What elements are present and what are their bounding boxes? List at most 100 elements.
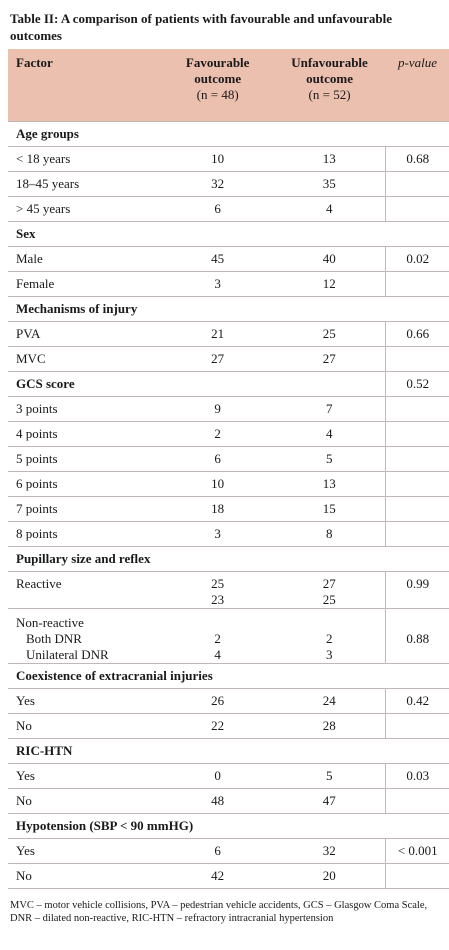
- row-fav: 6: [162, 446, 274, 472]
- row-label: 4 points: [8, 421, 163, 447]
- row-unfav: 13: [273, 471, 386, 497]
- table-row: > 45 years 6 4: [8, 196, 449, 222]
- row-fav-value: 25: [211, 576, 225, 591]
- row-unfav-value: 27: [322, 576, 336, 591]
- header-fav-line2: outcome: [194, 71, 242, 86]
- table-row: MVC 27 27: [8, 346, 449, 372]
- table-row: 8 points 3 8: [8, 521, 449, 547]
- row-label: Yes: [8, 838, 163, 864]
- row-fav: 32: [162, 171, 274, 197]
- header-pvalue: p-value: [385, 49, 449, 122]
- row-fav: 0: [162, 763, 274, 789]
- row-p-value: 0.88: [406, 631, 430, 646]
- row-p: 0.52: [385, 371, 449, 397]
- row-fav: 10: [162, 146, 274, 172]
- row-p: [385, 496, 449, 522]
- row-unfav: 15: [273, 496, 386, 522]
- table-body: Age groups < 18 years 10 13 0.68 18–45 y…: [8, 121, 449, 889]
- row-unfav: 8: [273, 521, 386, 547]
- row-fav-value: 23: [211, 592, 225, 607]
- row-p: [385, 421, 449, 447]
- row-p: [385, 271, 449, 297]
- row-unfav-value: 25: [322, 592, 336, 607]
- row-fav: 42: [162, 863, 274, 889]
- row-unfav: 32: [273, 838, 386, 864]
- row-label: > 45 years: [8, 196, 163, 222]
- section-ric-htn: RIC-HTN: [8, 738, 449, 764]
- row-unfav: 13: [273, 146, 386, 172]
- row-unfav: 28: [273, 713, 386, 739]
- header-factor: Factor: [8, 49, 163, 122]
- row-label: No: [8, 863, 163, 889]
- row-p: 0.03: [385, 763, 449, 789]
- header-fav-line1: Favourable: [185, 55, 250, 70]
- section-hypotension: Hypotension (SBP < 90 mmHG): [8, 813, 449, 839]
- row-p: 0.99: [385, 571, 449, 609]
- row-fav: 2 4: [162, 608, 274, 664]
- row-label: Reactive: [8, 571, 163, 609]
- row-p: 0.68: [385, 146, 449, 172]
- header-favourable: Favourable outcome (n = 48): [162, 49, 274, 122]
- row-sublabel: Both DNR: [26, 631, 82, 646]
- row-unfav: 7: [273, 396, 386, 422]
- row-unfav: 4: [273, 196, 386, 222]
- row-label: 5 points: [8, 446, 163, 472]
- row-unfav: 5: [273, 763, 386, 789]
- row-unfav: 25: [273, 321, 386, 347]
- row-fav-value: 2: [214, 631, 221, 646]
- row-label: < 18 years: [8, 146, 163, 172]
- row-p: [385, 788, 449, 814]
- row-p: [385, 713, 449, 739]
- table-row: No 22 28: [8, 713, 449, 739]
- row-fav: 2: [162, 421, 274, 447]
- row-unfav: 2 3: [273, 608, 386, 664]
- section-row: Hypotension (SBP < 90 mmHG): [8, 813, 449, 839]
- table-row: 5 points 6 5: [8, 446, 449, 472]
- row-label: 3 points: [8, 396, 163, 422]
- row-p: [385, 863, 449, 889]
- section-row: Mechanisms of injury: [8, 296, 449, 322]
- table-row: 7 points 18 15: [8, 496, 449, 522]
- section-sex: Sex: [8, 221, 449, 247]
- table-row: Male 45 40 0.02: [8, 246, 449, 272]
- table-row: 4 points 2 4: [8, 421, 449, 447]
- row-label: Yes: [8, 763, 163, 789]
- row-fav: 27: [162, 346, 274, 372]
- row-fav: 22: [162, 713, 274, 739]
- comparison-table: Factor Favourable outcome (n = 48) Unfav…: [8, 49, 449, 889]
- row-p: [385, 471, 449, 497]
- section-mechanisms: Mechanisms of injury: [8, 296, 449, 322]
- row-fav: 3: [162, 521, 274, 547]
- row-label-main: Non-reactive: [16, 615, 84, 630]
- section-row: Coexistence of extracranial injuries: [8, 663, 449, 689]
- table-row: Yes 0 5 0.03: [8, 763, 449, 789]
- row-unfav: 47: [273, 788, 386, 814]
- table-header: Factor Favourable outcome (n = 48) Unfav…: [8, 49, 449, 122]
- row-unfav: 12: [273, 271, 386, 297]
- row-fav: 48: [162, 788, 274, 814]
- header-unfav-line2: outcome: [306, 71, 353, 86]
- row-fav-value: 4: [214, 647, 221, 662]
- header-fav-line3: (n = 48): [196, 87, 239, 102]
- section-pupillary: Pupillary size and reflex: [8, 546, 449, 572]
- row-label: 6 points: [8, 471, 163, 497]
- row-p: 0.02: [385, 246, 449, 272]
- row-p: < 0.001: [385, 838, 449, 864]
- row-unfav: 27: [273, 346, 386, 372]
- row-label: 8 points: [8, 521, 163, 547]
- row-label: No: [8, 788, 163, 814]
- table-row: PVA 21 25 0.66: [8, 321, 449, 347]
- row-fav: 21: [162, 321, 274, 347]
- row-label: Female: [8, 271, 163, 297]
- section-gcs: GCS score: [8, 371, 386, 397]
- row-fav: 10: [162, 471, 274, 497]
- row-label: Yes: [8, 688, 163, 714]
- row-fav: 9: [162, 396, 274, 422]
- table-row: 3 points 9 7: [8, 396, 449, 422]
- header-unfav-line1: Unfavourable: [291, 55, 368, 70]
- row-p: [385, 396, 449, 422]
- row-p: [385, 346, 449, 372]
- table-row: Yes 26 24 0.42: [8, 688, 449, 714]
- table-caption: Table II: A comparison of patients with …: [10, 11, 392, 43]
